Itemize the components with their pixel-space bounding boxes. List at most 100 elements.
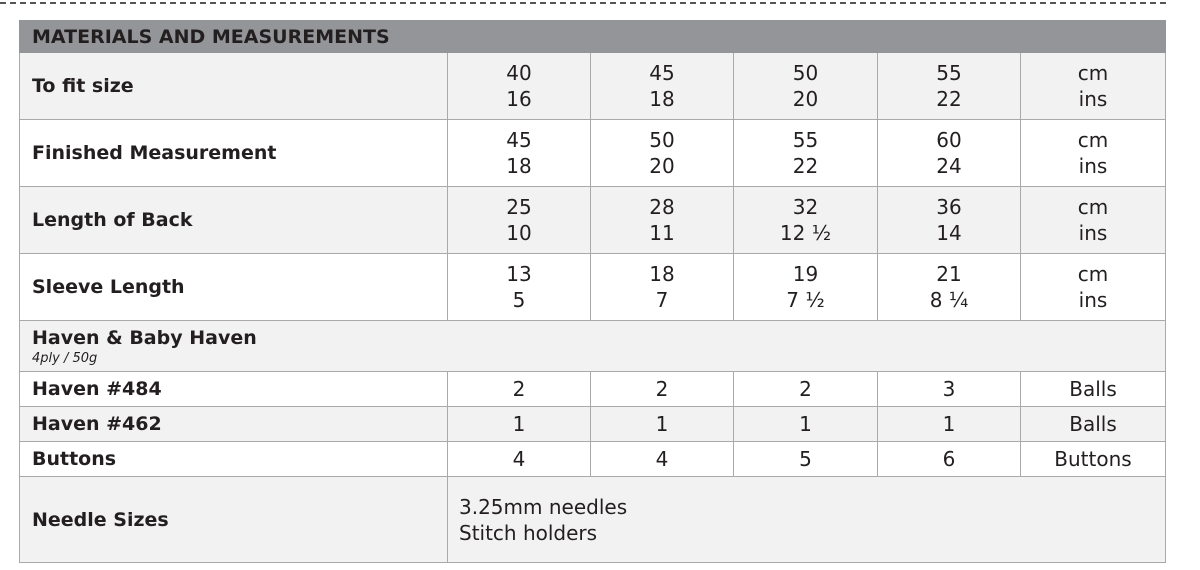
- ins-value: 12 ½: [779, 221, 832, 245]
- material-row: Haven #462 1 1 1 1 Balls: [19, 406, 1166, 442]
- quantity-cell: 6: [877, 441, 1021, 477]
- unit-cell: cm ins: [1020, 186, 1166, 254]
- table-title: MATERIALS AND MEASUREMENTS: [19, 20, 1021, 53]
- row-label: Buttons: [19, 441, 448, 477]
- quantity-cell: 5: [733, 441, 878, 477]
- cm-value: 36: [936, 195, 962, 219]
- ins-value: 20: [792, 87, 819, 111]
- ins-value: 24: [936, 154, 962, 178]
- needle-label: Needle Sizes: [19, 476, 448, 563]
- size-cell: 36 14: [877, 186, 1021, 254]
- cm-value: 13: [506, 262, 532, 286]
- unit-cm: cm: [1077, 262, 1109, 286]
- cm-value: 50: [792, 61, 819, 85]
- size-cell: 45 18: [447, 119, 591, 187]
- unit-cell: Buttons: [1020, 441, 1166, 477]
- measurement-row: Finished Measurement 45 18 50 20 55 22 60 24 cm in…: [19, 119, 1166, 187]
- size-cell: 55 22: [877, 52, 1021, 120]
- unit-cm: cm: [1077, 128, 1109, 152]
- unit-ins: ins: [1078, 154, 1108, 178]
- cm-value: 60: [936, 128, 962, 152]
- cm-value: 25: [506, 195, 532, 219]
- yarn-group-sub: 4ply / 50g: [32, 351, 98, 366]
- quantity-cell: 2: [733, 371, 878, 407]
- cm-value: 45: [506, 128, 532, 152]
- quantity-cell: 2: [590, 371, 734, 407]
- row-label: Sleeve Length: [19, 253, 448, 321]
- unit-cell: cm ins: [1020, 119, 1166, 187]
- size-cell: 13 5: [447, 253, 591, 321]
- measurement-row: Sleeve Length 13 5 18 7 19 7 ½ 21 8 ¼ cm ins: [19, 253, 1166, 321]
- size-cell: 55 22: [733, 119, 878, 187]
- needle-values: 3.25mm needles Stitch holders: [447, 476, 1166, 563]
- size-cell: 50 20: [590, 119, 734, 187]
- dashed-cut-line: [0, 2, 1166, 4]
- unit-cell: Balls: [1020, 371, 1166, 407]
- ins-value: 22: [792, 154, 819, 178]
- unit-cm: cm: [1077, 195, 1109, 219]
- table-header: MATERIALS AND MEASUREMENTS: [19, 20, 1166, 53]
- size-cell: 19 7 ½: [733, 253, 878, 321]
- cm-value: 45: [649, 61, 675, 85]
- size-cell: 60 24: [877, 119, 1021, 187]
- ins-value: 11: [649, 221, 675, 245]
- cm-value: 55: [792, 128, 819, 152]
- unit-cell: cm ins: [1020, 52, 1166, 120]
- quantity-cell: 3: [877, 371, 1021, 407]
- quantity-cell: 1: [590, 406, 734, 442]
- ins-value: 10: [506, 221, 532, 245]
- row-label: To fit size: [19, 52, 448, 120]
- ins-value: 7: [655, 288, 669, 312]
- ins-value: 8 ¼: [929, 288, 969, 312]
- cm-value: 40: [506, 61, 532, 85]
- size-cell: 18 7: [590, 253, 734, 321]
- yarn-group-label: Haven & Baby Haven: [32, 327, 257, 349]
- size-cell: 45 18: [590, 52, 734, 120]
- quantity-cell: 1: [733, 406, 878, 442]
- measurement-row: To fit size 40 16 45 18 50 20 55 22 cm ins: [19, 52, 1166, 120]
- material-row: Buttons 4 4 5 6 Buttons: [19, 441, 1166, 477]
- row-label: Haven #462: [19, 406, 448, 442]
- cm-value: 18: [649, 262, 675, 286]
- materials-table: MATERIALS AND MEASUREMENTS To fit size 40…: [19, 20, 1166, 563]
- unit-cm: cm: [1077, 61, 1109, 85]
- quantity-cell: 4: [590, 441, 734, 477]
- ins-value: 18: [506, 154, 532, 178]
- yarn-group-row: Haven & Baby Haven 4ply / 50g: [19, 320, 1166, 372]
- ins-value: 7 ½: [786, 288, 825, 312]
- cm-value: 19: [792, 262, 819, 286]
- ins-value: 20: [649, 154, 675, 178]
- ins-value: 16: [506, 87, 532, 111]
- row-label: Haven #484: [19, 371, 448, 407]
- quantity-cell: 1: [447, 406, 591, 442]
- unit-ins: ins: [1078, 221, 1108, 245]
- cm-value: 50: [649, 128, 675, 152]
- size-cell: 40 16: [447, 52, 591, 120]
- size-cell: 28 11: [590, 186, 734, 254]
- cm-value: 28: [649, 195, 675, 219]
- cm-value: 21: [936, 262, 962, 286]
- size-cell: 25 10: [447, 186, 591, 254]
- measurement-row: Length of Back 25 10 28 11 32 12 ½ 36 14 cm ins: [19, 186, 1166, 254]
- quantity-cell: 4: [447, 441, 591, 477]
- size-cell: 50 20: [733, 52, 878, 120]
- row-label: Length of Back: [19, 186, 448, 254]
- needle-row: Needle Sizes 3.25mm needles Stitch holde…: [19, 476, 1166, 563]
- cm-value: 32: [792, 195, 819, 219]
- cm-value: 55: [936, 61, 962, 85]
- ins-value: 22: [936, 87, 962, 111]
- quantity-cell: 1: [877, 406, 1021, 442]
- unit-cell: cm ins: [1020, 253, 1166, 321]
- row-label: Finished Measurement: [19, 119, 448, 187]
- quantity-cell: 2: [447, 371, 591, 407]
- unit-cell: Balls: [1020, 406, 1166, 442]
- ins-value: 14: [936, 221, 962, 245]
- ins-value: 5: [512, 288, 526, 312]
- unit-ins: ins: [1078, 288, 1108, 312]
- needle-line: 3.25mm needles: [459, 494, 628, 519]
- size-cell: 21 8 ¼: [877, 253, 1021, 321]
- material-row: Haven #484 2 2 2 3 Balls: [19, 371, 1166, 407]
- yarn-group-cell: Haven & Baby Haven 4ply / 50g: [19, 320, 1166, 372]
- unit-ins: ins: [1078, 87, 1108, 111]
- header-blank-cell: [1020, 20, 1166, 53]
